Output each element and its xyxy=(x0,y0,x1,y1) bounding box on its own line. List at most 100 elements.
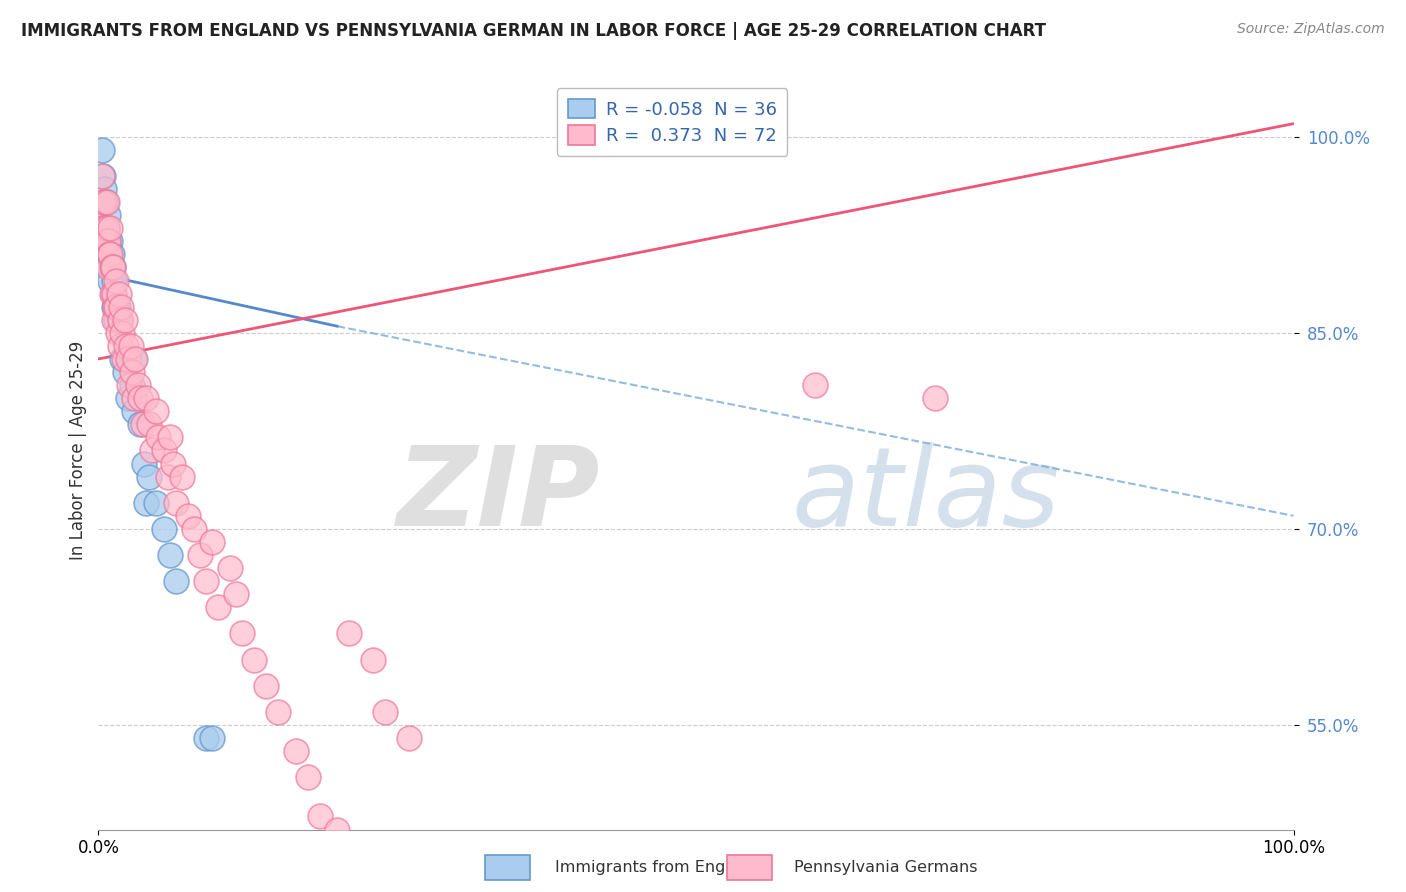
Point xyxy=(94,235,117,249)
Point xyxy=(117,351,139,366)
Point xyxy=(97,235,120,249)
Point xyxy=(107,326,129,340)
Point xyxy=(98,260,121,275)
Point xyxy=(98,247,122,261)
Point xyxy=(93,221,115,235)
Point xyxy=(172,469,194,483)
Point xyxy=(91,143,114,157)
Point xyxy=(98,235,122,249)
Point xyxy=(159,430,181,444)
Point xyxy=(96,221,118,235)
Point xyxy=(117,391,139,405)
Point xyxy=(141,443,163,458)
Point xyxy=(201,731,224,745)
Point xyxy=(103,286,125,301)
Text: Source: ZipAtlas.com: Source: ZipAtlas.com xyxy=(1237,22,1385,37)
Point xyxy=(104,300,127,314)
Point xyxy=(91,169,114,183)
Point xyxy=(108,339,131,353)
Point xyxy=(112,351,135,366)
Point xyxy=(131,417,153,432)
Point xyxy=(98,221,122,235)
Point xyxy=(96,221,118,235)
Point xyxy=(267,705,290,719)
Point xyxy=(94,195,117,210)
Point xyxy=(363,652,385,666)
Point xyxy=(114,365,136,379)
Point xyxy=(153,443,176,458)
Point xyxy=(225,587,247,601)
Point xyxy=(114,312,136,326)
Point xyxy=(124,351,146,366)
Point xyxy=(101,260,124,275)
Point xyxy=(129,391,152,405)
Point xyxy=(100,286,122,301)
Point xyxy=(110,300,132,314)
Point xyxy=(138,469,160,483)
Point xyxy=(804,378,827,392)
Point xyxy=(108,312,131,326)
Point xyxy=(284,744,307,758)
Point xyxy=(91,169,114,183)
Point xyxy=(111,351,134,366)
Point xyxy=(254,679,277,693)
Point xyxy=(135,391,157,405)
Point xyxy=(124,391,146,405)
Point xyxy=(339,626,361,640)
Text: Pennsylvania Germans: Pennsylvania Germans xyxy=(794,860,979,874)
Point xyxy=(374,705,396,719)
Point xyxy=(156,469,179,483)
Point xyxy=(159,548,181,562)
Point xyxy=(105,312,128,326)
Point xyxy=(93,182,115,196)
Point xyxy=(129,417,152,432)
Point xyxy=(195,731,218,745)
Point xyxy=(201,535,224,549)
Point xyxy=(162,457,184,471)
Point xyxy=(93,195,115,210)
Point xyxy=(148,430,170,444)
Point xyxy=(98,247,121,261)
Point xyxy=(97,260,120,275)
Point xyxy=(96,195,118,210)
Point xyxy=(111,326,134,340)
Point xyxy=(108,312,131,326)
Point xyxy=(93,221,115,235)
Point xyxy=(121,365,143,379)
Point xyxy=(207,600,229,615)
Point xyxy=(107,286,129,301)
Point xyxy=(103,312,125,326)
Point xyxy=(121,378,143,392)
Point xyxy=(100,260,122,275)
Point xyxy=(195,574,218,589)
Point xyxy=(127,378,149,392)
Point xyxy=(183,522,205,536)
Point xyxy=(124,404,146,418)
Point xyxy=(153,522,176,536)
Point xyxy=(145,496,167,510)
Point xyxy=(243,652,266,666)
Point xyxy=(96,247,118,261)
Point xyxy=(145,404,167,418)
Point xyxy=(132,457,155,471)
Point xyxy=(326,822,349,837)
Point xyxy=(124,351,146,366)
Text: ZIP: ZIP xyxy=(396,442,600,549)
Legend: R = -0.058  N = 36, R =  0.373  N = 72: R = -0.058 N = 36, R = 0.373 N = 72 xyxy=(557,88,787,156)
Point xyxy=(100,247,122,261)
Point xyxy=(105,273,128,287)
Y-axis label: In Labor Force | Age 25-29: In Labor Force | Age 25-29 xyxy=(69,341,87,560)
Text: Immigrants from England: Immigrants from England xyxy=(555,860,761,874)
Point xyxy=(97,235,120,249)
Point xyxy=(120,339,142,353)
Point xyxy=(91,221,114,235)
Point xyxy=(924,391,946,405)
Point xyxy=(177,508,200,523)
Point xyxy=(135,496,157,510)
Point xyxy=(103,300,125,314)
Point xyxy=(165,574,187,589)
Point xyxy=(101,286,124,301)
Point xyxy=(97,208,120,222)
Text: atlas: atlas xyxy=(792,442,1060,549)
Point xyxy=(118,378,141,392)
